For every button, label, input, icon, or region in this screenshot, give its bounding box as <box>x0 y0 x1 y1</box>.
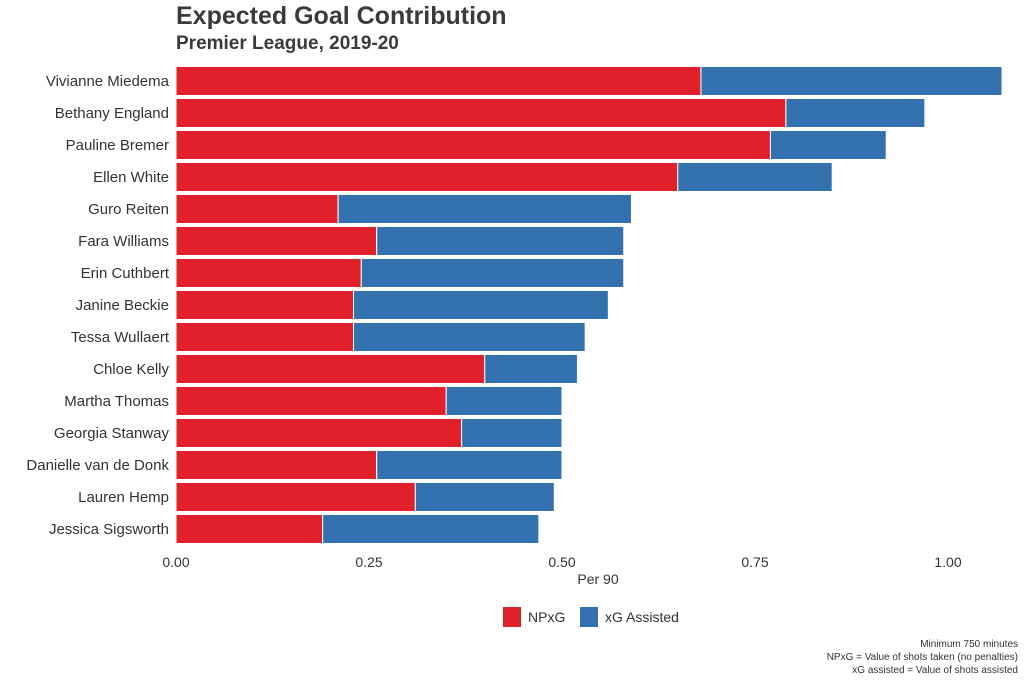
bar-npxg-janine-beckie <box>175 290 355 320</box>
y-tick-label-bethany-england: Bethany England <box>55 105 169 122</box>
bar-xg-assisted-bethany-england <box>785 98 926 128</box>
y-tick-label-jessica-sigsworth: Jessica Sigsworth <box>49 521 169 538</box>
caption-xga-definition: xG assisted = Value of shots assisted <box>852 665 1018 676</box>
bar-npxg-fara-williams <box>175 226 378 256</box>
bar-npxg-jessica-sigsworth <box>175 514 324 544</box>
bar-npxg-vivianne-miedema <box>175 66 702 96</box>
bar-npxg-bethany-england <box>175 98 787 128</box>
x-tick-label-1-00: 1.00 <box>934 554 961 570</box>
bar-xg-assisted-danielle-van-de-donk <box>376 450 563 480</box>
caption-npxg-definition: NPxG = Value of shots taken (no penaltie… <box>826 652 1018 663</box>
bar-xg-assisted-vivianne-miedema <box>700 66 1003 96</box>
bar-xg-assisted-lauren-hemp <box>414 482 555 512</box>
chart-title: Expected Goal Contribution <box>176 2 507 30</box>
bar-npxg-guro-reiten <box>175 194 339 224</box>
y-tick-label-georgia-stanway: Georgia Stanway <box>54 425 170 442</box>
bar-npxg-pauline-bremer <box>175 130 771 160</box>
legend-label-npxg: NPxG <box>528 609 565 625</box>
y-tick-label-guro-reiten: Guro Reiten <box>88 201 169 218</box>
bar-npxg-georgia-stanway <box>175 418 463 448</box>
x-tick-label-0-00: 0.00 <box>162 554 189 570</box>
legend-swatch-npxg <box>503 607 521 627</box>
caption-minimum-minutes: Minimum 750 minutes <box>920 639 1018 650</box>
bar-xg-assisted-chloe-kelly <box>484 354 578 384</box>
bar-npxg-lauren-hemp <box>175 482 416 512</box>
y-tick-label-fara-williams: Fara Williams <box>78 233 169 250</box>
y-tick-label-lauren-hemp: Lauren Hemp <box>78 489 169 506</box>
x-tick-label-0-25: 0.25 <box>355 554 382 570</box>
y-tick-label-pauline-bremer: Pauline Bremer <box>66 137 169 154</box>
y-tick-label-danielle-van-de-donk: Danielle van de Donk <box>26 457 169 474</box>
bar-xg-assisted-ellen-white <box>677 162 833 192</box>
bar-xg-assisted-janine-beckie <box>353 290 609 320</box>
bar-npxg-ellen-white <box>175 162 679 192</box>
bar-xg-assisted-tessa-wullaert <box>353 322 586 352</box>
x-tick-label-0-50: 0.50 <box>548 554 575 570</box>
bar-xg-assisted-guro-reiten <box>337 194 632 224</box>
x-tick-label-0-75: 0.75 <box>741 554 768 570</box>
bar-xg-assisted-fara-williams <box>376 226 625 256</box>
y-tick-label-janine-beckie: Janine Beckie <box>76 297 169 314</box>
bar-xg-assisted-georgia-stanway <box>461 418 563 448</box>
bar-xg-assisted-erin-cuthbert <box>360 258 625 288</box>
legend-swatch-xg-assisted <box>580 607 598 627</box>
chart-caption: Minimum 750 minutes NPxG = Value of shot… <box>827 638 1018 677</box>
x-axis-title: Per 90 <box>577 571 618 587</box>
legend-label-xg-assisted: xG Assisted <box>605 609 679 625</box>
bar-npxg-martha-thomas <box>175 386 447 416</box>
bar-npxg-erin-cuthbert <box>175 258 362 288</box>
bar-npxg-danielle-van-de-donk <box>175 450 378 480</box>
y-tick-label-vivianne-miedema: Vivianne Miedema <box>46 73 170 90</box>
y-tick-label-chloe-kelly: Chloe Kelly <box>93 361 169 378</box>
y-tick-label-martha-thomas: Martha Thomas <box>64 393 169 410</box>
y-tick-label-ellen-white: Ellen White <box>93 169 169 186</box>
y-tick-label-erin-cuthbert: Erin Cuthbert <box>81 265 170 282</box>
bar-npxg-chloe-kelly <box>175 354 486 384</box>
bar-npxg-tessa-wullaert <box>175 322 355 352</box>
y-tick-label-tessa-wullaert: Tessa Wullaert <box>71 329 170 346</box>
bar-xg-assisted-jessica-sigsworth <box>322 514 540 544</box>
bar-xg-assisted-martha-thomas <box>445 386 563 416</box>
chart-subtitle: Premier League, 2019-20 <box>176 33 399 54</box>
bar-xg-assisted-pauline-bremer <box>769 130 887 160</box>
